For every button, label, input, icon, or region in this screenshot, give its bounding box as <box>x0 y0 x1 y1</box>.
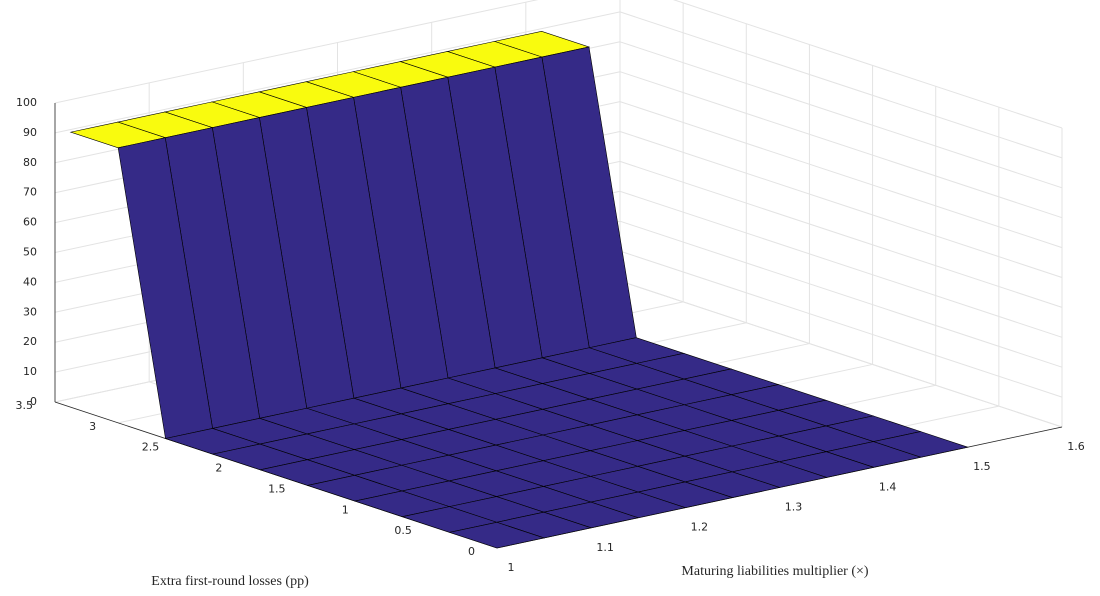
z-tick-label: 80 <box>23 156 37 169</box>
y-tick-label: 3.5 <box>16 399 34 412</box>
grid-line <box>619 190 1063 338</box>
grid-line <box>54 0 539 104</box>
grid-line <box>619 250 1063 398</box>
z-tick-label: 0 <box>30 395 37 408</box>
grid-line <box>619 280 1063 428</box>
grid-line <box>619 71 1063 219</box>
x-tick-label: 1 <box>508 561 515 574</box>
z-tick-label: 40 <box>23 275 37 288</box>
y-tick-label: 1 <box>342 503 349 516</box>
y-tick-label: 0.5 <box>394 524 412 537</box>
x-axis-title: Maturing liabilities multiplier (×) <box>681 564 868 579</box>
z-tick-label: 20 <box>23 335 37 348</box>
y-tick-label: 1.5 <box>268 482 286 495</box>
grid-line <box>619 11 1063 159</box>
x-tick-label: 1.3 <box>785 501 803 514</box>
grid-line <box>619 220 1063 368</box>
grid-line <box>619 131 1063 278</box>
grid-line <box>619 41 1063 189</box>
x-tick-label: 1.5 <box>973 460 991 473</box>
z-tick-label: 60 <box>23 216 37 229</box>
grid-line <box>619 160 1063 308</box>
x-tick-label: 1.1 <box>596 541 614 554</box>
grid-line <box>54 11 621 134</box>
grid-line <box>619 101 1063 249</box>
z-tick-label: 50 <box>23 246 37 259</box>
y-tick-label: 2.5 <box>142 441 160 454</box>
y-axis-title: Extra first-round losses (pp) <box>151 574 309 589</box>
z-tick-label: 100 <box>16 96 37 109</box>
z-tick-label: 30 <box>23 305 37 318</box>
surface-face <box>448 521 546 549</box>
x-tick-label: 1.6 <box>1067 440 1085 453</box>
x-tick-label: 1.2 <box>691 521 709 534</box>
y-tick-label: 3 <box>89 420 96 433</box>
grid-line <box>672 0 1063 129</box>
y-tick-label: 0 <box>468 545 475 558</box>
z-tick-label: 10 <box>23 365 37 378</box>
z-tick-label: 90 <box>23 126 37 139</box>
y-tick-label: 2 <box>215 462 222 475</box>
x-tick-label: 1.4 <box>879 480 897 493</box>
z-tick-label: 70 <box>23 186 37 199</box>
